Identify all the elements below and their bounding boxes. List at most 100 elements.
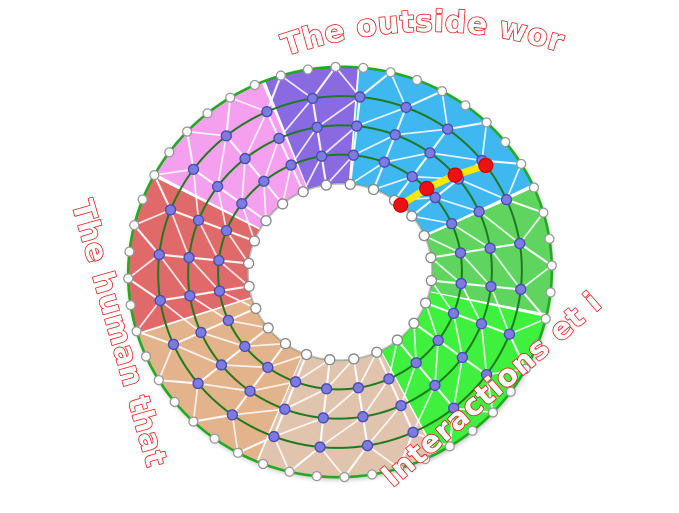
- ring-node: [432, 334, 444, 347]
- ring-node: [248, 235, 261, 247]
- ring-node: [442, 123, 454, 135]
- ring-node: [455, 277, 467, 290]
- ring-node: [348, 353, 360, 365]
- ring-node: [445, 217, 458, 230]
- ring-node: [311, 471, 322, 482]
- ring-node: [407, 426, 419, 438]
- ring-node: [244, 385, 256, 397]
- ring-node: [262, 361, 274, 374]
- ring-node: [320, 179, 332, 191]
- ring-node: [188, 416, 199, 427]
- ring-node: [400, 101, 412, 114]
- ring-node: [351, 120, 363, 132]
- ring-node: [167, 338, 180, 351]
- ring-node: [383, 373, 395, 385]
- ring-node: [546, 260, 557, 271]
- ring-node: [406, 170, 418, 183]
- ring-node: [418, 229, 430, 242]
- ring-node: [213, 254, 225, 267]
- ring-node: [545, 287, 556, 298]
- ring-node: [149, 169, 160, 181]
- ring-node: [487, 407, 499, 418]
- ring-node: [297, 186, 309, 198]
- ring-node: [475, 318, 488, 330]
- ring-node: [202, 108, 213, 119]
- ring-node: [500, 193, 513, 206]
- ring-node: [129, 220, 140, 231]
- ring-node: [393, 463, 405, 474]
- ring-node: [358, 62, 369, 73]
- ring-node: [395, 399, 407, 412]
- ring-node: [153, 374, 164, 386]
- ring-node: [420, 453, 431, 465]
- ring-node: [454, 247, 467, 259]
- ring-node: [339, 471, 350, 483]
- ring-node: [164, 147, 175, 158]
- ring-node: [473, 205, 485, 218]
- ring-node: [243, 280, 255, 293]
- sector-cyan: [350, 67, 533, 236]
- ring-node: [273, 132, 285, 145]
- ring-node: [352, 382, 364, 394]
- label-outside-world: The outside world: [0, 0, 568, 64]
- ring-node: [436, 86, 448, 97]
- ring-node: [192, 377, 204, 390]
- ring-node: [480, 368, 493, 381]
- ring-node: [425, 274, 437, 287]
- highlight-node: [393, 197, 409, 213]
- ring-node: [195, 326, 207, 339]
- ring-node: [261, 106, 273, 118]
- ring-node: [481, 117, 492, 128]
- ring-node: [220, 224, 233, 237]
- ring-node: [447, 307, 460, 320]
- ring-node: [249, 79, 260, 91]
- ring-node: [279, 403, 291, 415]
- ring-node: [153, 248, 165, 261]
- ring-node: [222, 314, 235, 327]
- ring-node: [515, 283, 527, 296]
- ring-node: [320, 383, 333, 395]
- ring-node: [213, 285, 226, 297]
- ring-node: [528, 182, 540, 193]
- ring-node: [239, 152, 251, 165]
- ring-node: [361, 439, 374, 452]
- ring-node: [209, 433, 220, 444]
- ring-node: [243, 257, 255, 270]
- ring-node: [467, 425, 478, 436]
- ring-node: [448, 402, 460, 414]
- ring-node: [183, 251, 195, 264]
- ring-node: [317, 412, 329, 424]
- ring-node: [389, 129, 401, 141]
- ring-node: [181, 126, 193, 137]
- ring-node: [125, 300, 136, 311]
- ring-node: [544, 233, 555, 244]
- ring-node: [366, 469, 378, 480]
- ring-node: [154, 294, 166, 307]
- ring-node: [444, 441, 455, 452]
- ring-node: [514, 237, 526, 250]
- ring-node: [371, 346, 383, 358]
- ring-node: [411, 74, 423, 86]
- ring-node: [302, 64, 314, 75]
- ring-node: [505, 386, 516, 397]
- ring-node: [260, 215, 272, 227]
- ring-nodes: [123, 61, 557, 483]
- ring-node: [538, 207, 549, 218]
- ring-node: [344, 178, 356, 190]
- ring-node: [268, 430, 280, 443]
- sector-tan-dark: [137, 298, 303, 462]
- ring-node: [391, 334, 404, 346]
- ring-node: [220, 130, 232, 142]
- ring-node: [354, 91, 366, 103]
- ring-node: [314, 441, 326, 453]
- ring-node: [211, 180, 224, 193]
- highlight-node: [447, 167, 463, 183]
- ring-node: [225, 92, 236, 103]
- highlight-path: [397, 161, 490, 209]
- ring-node: [408, 317, 420, 329]
- highlight-nodes: [393, 157, 494, 213]
- ring-node: [187, 163, 200, 176]
- ring-node: [424, 147, 436, 159]
